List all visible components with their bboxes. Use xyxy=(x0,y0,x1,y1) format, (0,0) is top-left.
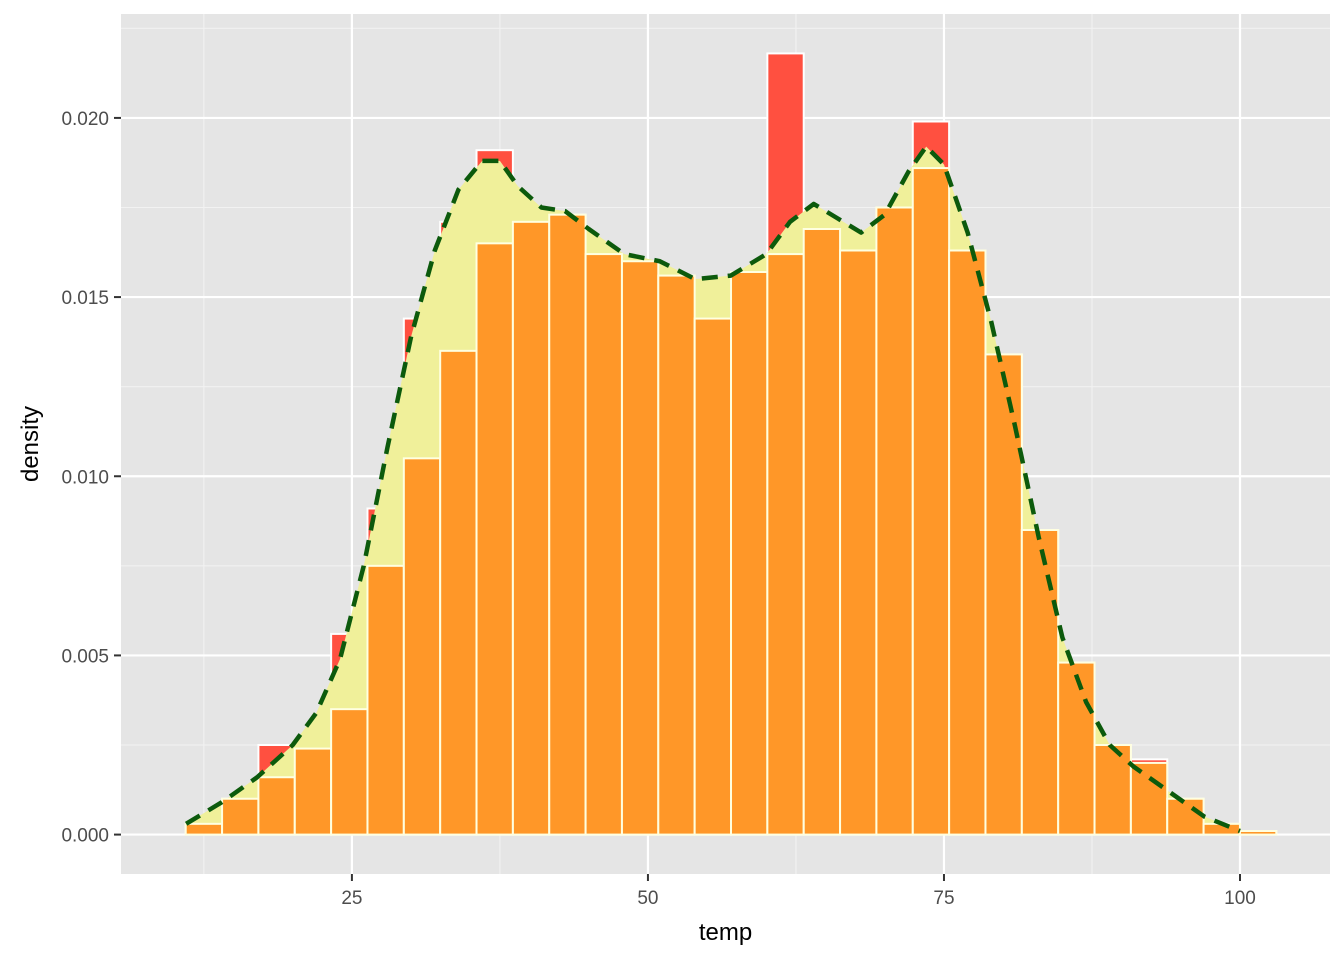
histogram-bar xyxy=(693,317,733,836)
y-tick-label: 0.000 xyxy=(61,826,109,847)
histogram-bar xyxy=(257,776,296,836)
density-curve xyxy=(184,144,1241,834)
y-axis: 0.000 0.005 0.010 0.015 0.020 xyxy=(61,109,121,847)
histogram-bar xyxy=(184,822,224,836)
histogram-bar xyxy=(802,228,842,836)
histogram-bar xyxy=(1057,661,1096,836)
histogram-bar xyxy=(221,797,260,836)
histogram-bar xyxy=(1093,744,1132,836)
histogram-bar xyxy=(1166,797,1205,836)
histogram-bar xyxy=(584,253,623,836)
y-axis-title: density xyxy=(17,406,44,482)
histogram-bar xyxy=(1020,529,1060,836)
histogram-bar xyxy=(511,220,551,836)
histogram-bar xyxy=(366,564,405,836)
histogram-bar xyxy=(548,213,587,836)
x-axis-title: temp xyxy=(699,919,752,946)
histogram-bar xyxy=(948,249,987,836)
histogram-bar xyxy=(766,253,805,836)
histogram-bar xyxy=(875,206,914,836)
y-tick-label: 0.015 xyxy=(61,288,109,309)
x-tick-label: 100 xyxy=(1224,888,1256,909)
histogram-bar xyxy=(475,242,514,836)
histogram-bar xyxy=(620,260,660,836)
x-tick-label: 25 xyxy=(341,888,362,909)
histogram-bar xyxy=(911,167,951,836)
histogram-bar xyxy=(1129,761,1169,836)
x-tick-label: 50 xyxy=(637,888,658,909)
x-axis: 25 50 75 100 xyxy=(341,874,1256,909)
histogram-bar xyxy=(330,708,369,836)
x-tick-label: 75 xyxy=(933,888,954,909)
histogram-bar xyxy=(402,457,442,836)
y-tick-label: 0.010 xyxy=(61,467,109,488)
histogram-bar xyxy=(839,249,878,836)
y-tick-label: 0.020 xyxy=(61,109,109,130)
histogram-bar xyxy=(730,271,769,836)
y-tick-label: 0.005 xyxy=(61,646,109,667)
chart-marks xyxy=(184,52,1278,836)
histogram-bar xyxy=(657,274,696,836)
histogram-bar xyxy=(1238,830,1278,836)
histogram-bar xyxy=(293,747,333,836)
histogram-bar xyxy=(439,349,478,836)
